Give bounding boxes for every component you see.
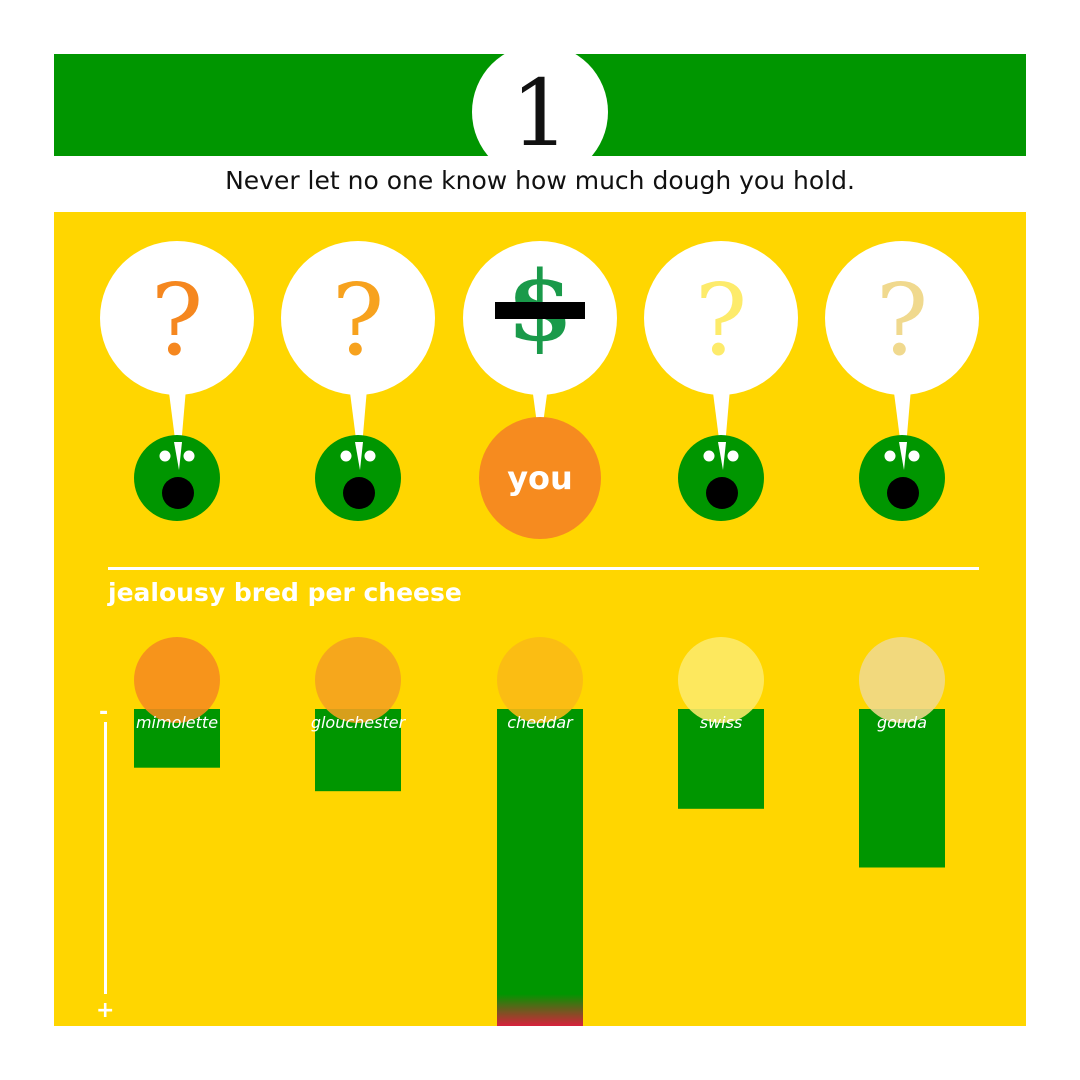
- cheese-circle-cheddar: [497, 637, 583, 723]
- censor-bar-icon: [495, 302, 585, 319]
- yellow-panel: ??$you?? jealousy bred per cheese mimole…: [54, 212, 1026, 1026]
- cheese-circle-swiss: [678, 637, 764, 723]
- question-mark-icon: ?: [695, 264, 748, 378]
- cheese-circle-mimolette: [134, 637, 220, 723]
- bubble-tail-tip: [899, 442, 907, 470]
- bubble-scene: ??$you??: [100, 241, 979, 539]
- step-number: 1: [510, 60, 570, 167]
- bubble-tail-tip: [355, 442, 363, 470]
- bar-label-swiss: swiss: [699, 713, 743, 732]
- bubble-tail: [892, 377, 912, 470]
- speech-bubble: [100, 241, 254, 395]
- question-mark-icon: ?: [151, 264, 204, 378]
- bar-label-gouda: gouda: [876, 713, 928, 732]
- face-eye: [364, 450, 376, 462]
- bar-label-glouchester: glouchester: [310, 713, 406, 732]
- bar-gouda: [859, 709, 945, 868]
- face-mouth: [343, 477, 375, 509]
- separator-line: [108, 567, 979, 570]
- face-eye: [183, 450, 195, 462]
- bar-label-mimolette: mimolette: [135, 713, 219, 732]
- cheese-circle-glouchester: [315, 637, 401, 723]
- axis-min-label: -: [99, 700, 109, 725]
- bar-cheddar: [497, 709, 583, 1026]
- bar-swiss: [678, 709, 764, 809]
- question-mark-icon: ?: [332, 264, 385, 378]
- face-eye: [703, 450, 715, 462]
- face-mouth: [887, 477, 919, 509]
- chart-title: jealousy bred per cheese: [108, 578, 462, 607]
- speech-bubble: [281, 241, 435, 395]
- bar-label-cheddar: cheddar: [507, 713, 573, 732]
- face-eye: [908, 450, 920, 462]
- face-eye: [727, 450, 739, 462]
- bubble-tail: [167, 377, 187, 470]
- you-avatar: [479, 417, 601, 539]
- speech-bubble: [825, 241, 979, 395]
- axis-max-label: +: [96, 998, 115, 1023]
- bubble-tail: [348, 377, 368, 470]
- number-badge: 1: [472, 44, 608, 180]
- face-mouth: [162, 477, 194, 509]
- question-mark-icon: ?: [876, 264, 929, 378]
- you-label: you: [507, 459, 573, 497]
- bubble-tail-tip: [718, 442, 726, 470]
- subtitle: Never let no one know how much dough you…: [225, 166, 855, 195]
- bar-tip-cheddar: [497, 994, 583, 1026]
- face-mouth: [706, 477, 738, 509]
- face-eye: [340, 450, 352, 462]
- cheese-chart: [104, 567, 979, 1026]
- face-eye: [884, 450, 896, 462]
- speech-bubble: [644, 241, 798, 395]
- bubble-tail: [711, 377, 731, 470]
- face-eye: [159, 450, 171, 462]
- bubble-tail-tip: [174, 442, 182, 470]
- y-axis-line: [104, 722, 107, 994]
- cheese-circle-gouda: [859, 637, 945, 723]
